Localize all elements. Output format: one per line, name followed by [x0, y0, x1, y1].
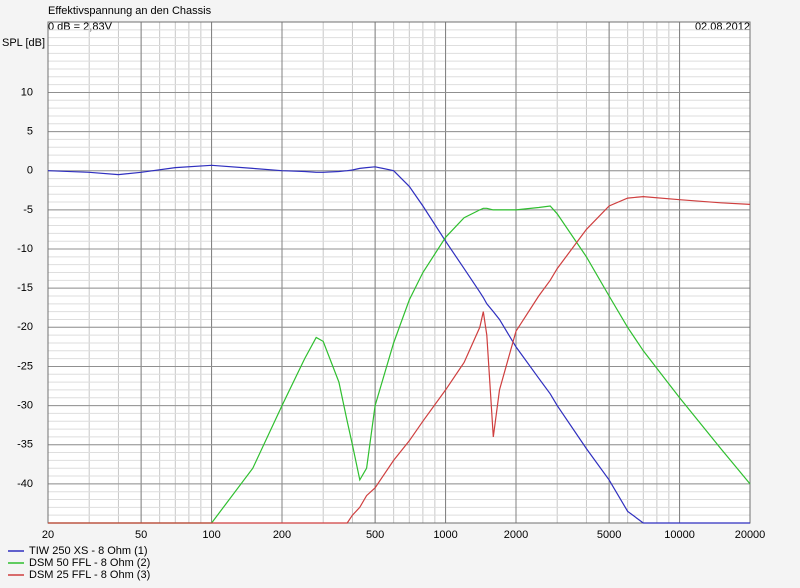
y-tick-label: 10 [21, 86, 33, 98]
subtitle: 0 dB = 2,83V [48, 21, 113, 33]
date: 02.08.2012 [695, 21, 750, 33]
series-line [47, 164, 750, 524]
y-tick-label: -10 [17, 243, 33, 255]
x-tick-label: 1000 [433, 529, 457, 541]
x-tick-label: 5000 [597, 529, 621, 541]
y-tick-label: -30 [17, 399, 33, 411]
y-tick-label: -5 [23, 204, 33, 216]
y-axis-label: SPL [dB] [2, 37, 45, 49]
x-tick-label: 10000 [664, 529, 695, 541]
y-tick-label: -20 [17, 321, 33, 333]
legend-label: DSM 25 FFL - 8 Ohm (3) [29, 569, 150, 581]
x-tick-label: 50 [135, 529, 147, 541]
x-tick-label: 100 [202, 529, 220, 541]
y-tick-label: 5 [27, 126, 33, 138]
x-tick-label: 500 [366, 529, 384, 541]
x-tick-label: 200 [273, 529, 291, 541]
y-tick-label: -35 [17, 439, 33, 451]
y-tick-label: -15 [17, 282, 33, 294]
legend-label: TIW 250 XS - 8 Ohm (1) [29, 545, 148, 557]
chart-title: Effektivspannung an den Chassis [48, 5, 212, 17]
x-tick-label: 20000 [735, 529, 766, 541]
x-tick-label: 2000 [504, 529, 528, 541]
y-tick-label: -40 [17, 478, 33, 490]
y-tick-label: -25 [17, 360, 33, 372]
series-line [48, 195, 751, 524]
x-tick-label: 20 [42, 529, 54, 541]
legend-label: DSM 50 FFL - 8 Ohm (2) [29, 557, 150, 569]
series-line [48, 205, 751, 524]
y-tick-label: 0 [27, 165, 33, 177]
plot-border [47, 21, 751, 524]
